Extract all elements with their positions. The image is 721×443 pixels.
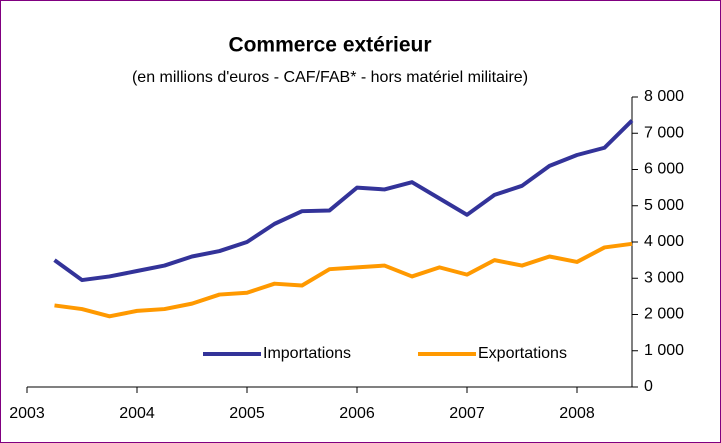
y-tick-label: 8 000 bbox=[644, 88, 684, 105]
x-tick-label: 2004 bbox=[119, 405, 155, 422]
chart-subtitle: (en millions d'euros - CAF/FAB* - hors m… bbox=[132, 69, 528, 86]
y-tick-label: 2 000 bbox=[644, 306, 684, 323]
y-tick-label: 0 bbox=[644, 378, 653, 395]
legend-label: Exportations bbox=[478, 345, 567, 362]
y-tick-label: 1 000 bbox=[644, 342, 684, 359]
y-tick-label: 7 000 bbox=[644, 124, 684, 141]
y-tick-label: 6 000 bbox=[644, 161, 684, 178]
y-tick-label: 5 000 bbox=[644, 197, 684, 214]
x-tick-label: 2003 bbox=[9, 405, 45, 422]
x-tick-label: 2007 bbox=[449, 405, 485, 422]
series-line bbox=[53, 119, 634, 283]
y-tick-label: 3 000 bbox=[644, 269, 684, 286]
chart-title: Commerce extérieur bbox=[228, 34, 431, 57]
x-tick-label: 2006 bbox=[339, 405, 375, 422]
legend-label: Importations bbox=[263, 345, 351, 362]
series-line bbox=[54, 241, 633, 319]
y-tick-label: 4 000 bbox=[644, 233, 684, 250]
x-tick-label: 2008 bbox=[559, 405, 595, 422]
x-tick-label: 2005 bbox=[229, 405, 265, 422]
